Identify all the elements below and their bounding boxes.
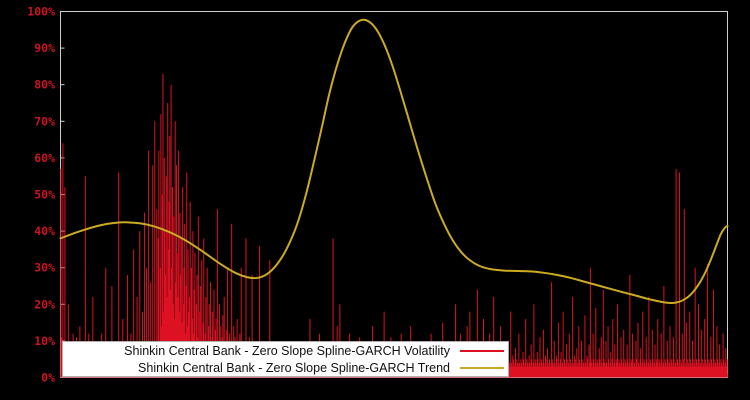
y-axis-tick-labels: 100% 90% 80% 70% 60% 50% 40% 30% 20% 10% 0% <box>27 5 55 385</box>
y-axis-label: 90% <box>34 41 55 55</box>
y-axis-label: 70% <box>34 114 55 128</box>
y-axis-label: 10% <box>34 334 55 348</box>
trend-series-line <box>59 18 729 304</box>
y-axis-label: 100% <box>27 5 55 19</box>
legend-swatch-trend <box>460 366 504 369</box>
y-axis-label: 20% <box>34 297 55 311</box>
y-axis-label: 30% <box>34 261 55 275</box>
chart-legend: Shinkin Central Bank - Zero Slope Spline… <box>62 341 509 377</box>
legend-entry-trend[interactable]: Shinkin Central Bank - Zero Slope Spline… <box>63 359 508 376</box>
legend-entry-volatility[interactable]: Shinkin Central Bank - Zero Slope Spline… <box>63 342 508 359</box>
legend-swatch-volatility <box>460 349 504 352</box>
y-axis-label: 50% <box>34 188 55 202</box>
y-axis-label: 80% <box>34 78 55 92</box>
y-axis-label: 60% <box>34 151 55 165</box>
legend-label-trend: Shinkin Central Bank - Zero Slope Spline… <box>138 360 450 375</box>
y-axis-label: 0% <box>41 371 55 385</box>
legend-label-volatility: Shinkin Central Bank - Zero Slope Spline… <box>124 343 450 358</box>
y-axis-label: 40% <box>34 224 55 238</box>
